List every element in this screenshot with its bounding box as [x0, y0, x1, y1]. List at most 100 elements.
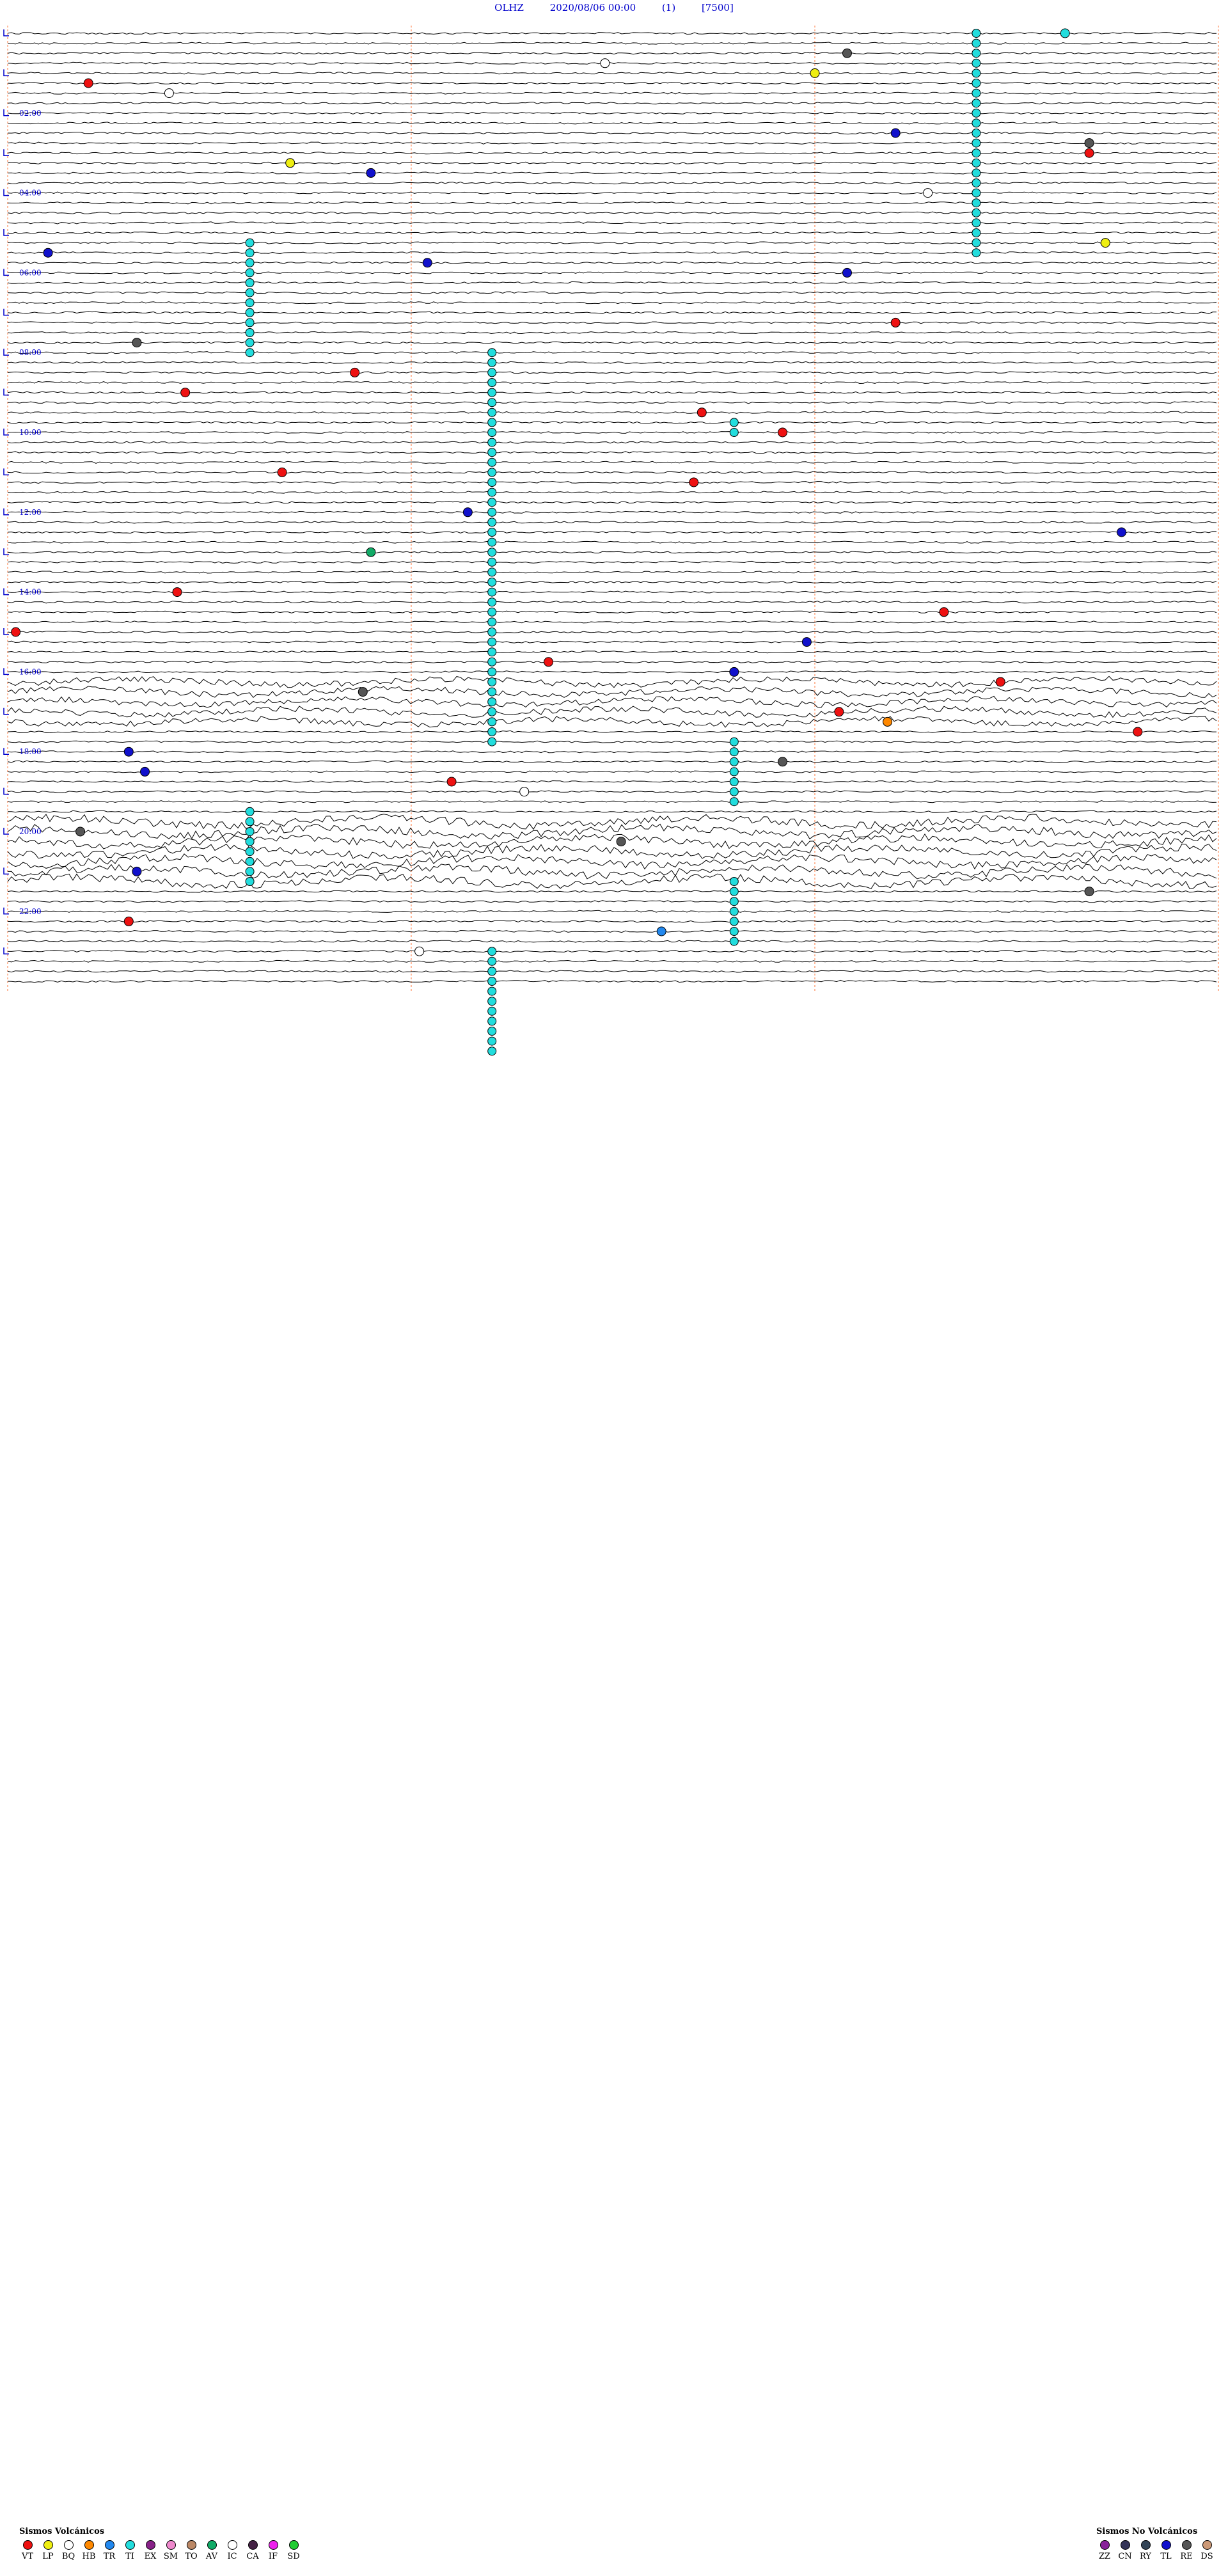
ti-event-marker	[245, 318, 255, 328]
ti-event-marker	[972, 58, 981, 68]
hour-label: 16:00	[19, 667, 42, 676]
legend-swatch	[22, 2540, 33, 2550]
ti-event-marker	[729, 917, 739, 926]
seismic-trace	[7, 551, 1217, 554]
seismic-trace	[7, 141, 1217, 145]
ti-event-marker	[972, 29, 981, 38]
seismic-trace	[7, 979, 1217, 983]
seismic-trace	[8, 810, 1217, 813]
legend-label: IF	[268, 2552, 278, 2561]
seismic-trace	[7, 823, 1217, 840]
ti-event-marker	[487, 1027, 497, 1036]
seismic-trace	[7, 580, 1217, 584]
legend-swatch	[125, 2540, 135, 2550]
seismic-trace	[7, 401, 1217, 404]
hour-label: 10:00	[19, 428, 42, 437]
event-marker-tl	[462, 507, 473, 518]
seismic-trace	[7, 231, 1217, 235]
event-marker-re	[1084, 887, 1094, 897]
seismic-trace	[7, 853, 1217, 870]
hour-marker	[3, 388, 9, 396]
legend-swatch	[288, 2540, 299, 2550]
event-marker-re	[842, 48, 852, 58]
seismic-trace	[7, 560, 1217, 564]
station-code: OLHZ	[494, 2, 524, 13]
nonvolcanic-legend-title: Sismos No Volcánicos	[1096, 2527, 1198, 2536]
seismic-trace	[7, 161, 1217, 164]
event-marker-tl	[729, 667, 739, 677]
ti-event-marker	[729, 877, 739, 886]
hour-label: 12:00	[19, 508, 42, 517]
ti-event-marker	[972, 138, 981, 148]
legend-item-ca: CA	[244, 2540, 261, 2561]
seismic-trace	[7, 686, 1217, 699]
event-marker-tl	[890, 128, 901, 138]
legend-item-if: IF	[265, 2540, 281, 2561]
hour-marker	[3, 907, 9, 915]
hour-marker	[3, 189, 9, 196]
seismic-trace	[7, 122, 1217, 125]
ti-event-marker	[245, 827, 255, 836]
ti-event-marker	[972, 188, 981, 198]
seismic-trace	[7, 530, 1217, 534]
seismic-trace	[7, 676, 1217, 688]
hour-marker	[3, 668, 9, 676]
seismic-trace	[7, 730, 1216, 734]
seismic-trace	[7, 780, 1217, 784]
seismic-trace	[7, 72, 1217, 75]
event-marker-lp	[1100, 238, 1110, 248]
ti-event-marker	[245, 877, 255, 886]
seismic-trace	[7, 501, 1217, 504]
ti-event-marker	[245, 847, 255, 857]
ti-event-marker	[487, 498, 497, 507]
seismic-trace	[7, 833, 1217, 849]
legend-item-av: AV	[203, 2540, 220, 2561]
legend-label: IC	[227, 2552, 237, 2561]
seismic-trace	[7, 920, 1217, 923]
seismic-trace	[7, 181, 1216, 185]
legend-swatch	[248, 2540, 258, 2550]
event-marker-tl	[842, 267, 852, 278]
ti-event-marker	[487, 717, 497, 727]
ti-event-marker	[729, 747, 739, 757]
ti-event-marker	[487, 647, 497, 657]
event-marker-bq	[923, 188, 933, 198]
plot-datetime: 2020/08/06 00:00	[549, 2, 636, 13]
ti-event-marker	[245, 837, 255, 846]
seismic-trace	[7, 640, 1217, 644]
ti-event-marker	[487, 628, 497, 636]
legend-label: RE	[1180, 2552, 1193, 2561]
ti-event-marker	[245, 328, 255, 337]
ti-event-marker	[487, 548, 497, 557]
ti-event-marker	[972, 178, 981, 187]
legend-swatch	[1099, 2540, 1110, 2550]
ti-event-marker	[245, 288, 255, 297]
legend-item-ds: DS	[1199, 2540, 1215, 2561]
hour-marker	[3, 867, 9, 875]
seismic-trace	[7, 351, 1217, 354]
event-marker-vt	[697, 407, 707, 418]
legend-label: TL	[1160, 2552, 1172, 2561]
legend-item-ry: RY	[1137, 2540, 1154, 2561]
ti-event-marker	[729, 428, 739, 437]
seismic-trace	[7, 301, 1217, 304]
seismic-trace	[7, 864, 1217, 880]
hour-marker	[3, 508, 9, 516]
seismic-trace	[7, 510, 1217, 514]
event-marker-tl	[801, 637, 812, 647]
legend-item-tl: TL	[1158, 2540, 1174, 2561]
seismic-trace	[7, 590, 1217, 594]
legend-label: LP	[42, 2552, 54, 2561]
hour-label: 14:00	[19, 588, 42, 597]
legend-label: TI	[125, 2552, 134, 2561]
seismic-trace	[7, 620, 1217, 624]
ti-event-marker	[245, 348, 255, 358]
legend-item-bq: BQ	[60, 2540, 77, 2561]
ti-event-marker	[487, 487, 497, 497]
seismic-trace	[7, 241, 1217, 244]
ti-event-marker	[729, 887, 739, 896]
ti-event-marker	[487, 518, 497, 527]
legend-swatch	[1161, 2540, 1171, 2550]
legend-item-re: RE	[1178, 2540, 1195, 2561]
